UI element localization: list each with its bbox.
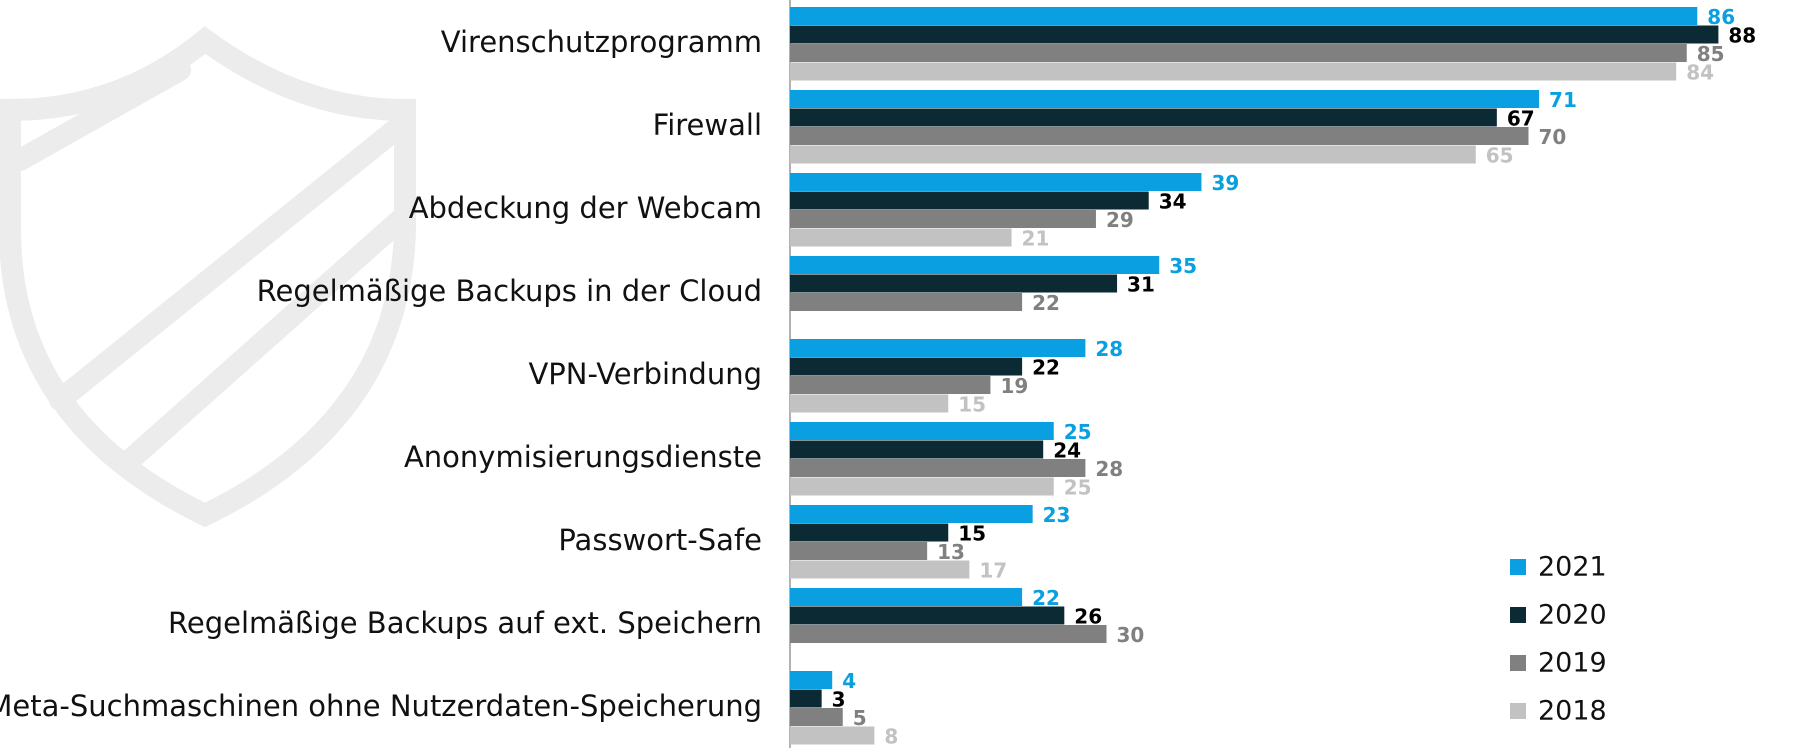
bar bbox=[790, 62, 1677, 81]
category-label: Anonymisierungsdienste bbox=[404, 440, 762, 474]
value-label: 22 bbox=[1032, 291, 1060, 315]
value-label: 70 bbox=[1539, 125, 1567, 149]
bar bbox=[790, 542, 928, 560]
bar bbox=[790, 689, 822, 708]
bar bbox=[790, 422, 1054, 440]
legend-label: 2020 bbox=[1538, 600, 1607, 631]
value-label: 21 bbox=[1022, 226, 1050, 250]
bar bbox=[790, 394, 949, 413]
value-label: 8 bbox=[884, 724, 898, 748]
value-label: 28 bbox=[1095, 337, 1123, 361]
value-label: 67 bbox=[1507, 106, 1535, 130]
value-label: 29 bbox=[1106, 208, 1134, 232]
value-label: 31 bbox=[1127, 272, 1155, 296]
category-label: Firewall bbox=[653, 108, 762, 142]
value-label: 19 bbox=[1000, 374, 1028, 398]
bar bbox=[790, 210, 1096, 228]
bar bbox=[790, 339, 1086, 357]
bar bbox=[790, 625, 1107, 643]
value-label: 13 bbox=[937, 540, 965, 564]
value-label: 65 bbox=[1486, 143, 1514, 167]
value-label: 35 bbox=[1169, 254, 1197, 278]
value-label: 30 bbox=[1117, 623, 1145, 647]
bar bbox=[790, 145, 1476, 164]
value-label: 34 bbox=[1159, 189, 1187, 213]
value-label: 15 bbox=[958, 521, 986, 545]
legend-label: 2018 bbox=[1538, 696, 1607, 727]
bar bbox=[790, 127, 1529, 145]
bar bbox=[790, 293, 1023, 311]
bar bbox=[790, 708, 843, 726]
value-label: 71 bbox=[1549, 88, 1577, 112]
value-label: 22 bbox=[1032, 355, 1060, 379]
value-label: 4 bbox=[842, 669, 856, 693]
bar bbox=[790, 459, 1086, 477]
bar bbox=[790, 523, 949, 542]
legend-label: 2019 bbox=[1538, 648, 1607, 679]
value-label: 26 bbox=[1074, 604, 1102, 628]
bar bbox=[790, 606, 1065, 625]
value-label: 86 bbox=[1707, 5, 1735, 29]
category-label: Virenschutzprogramm bbox=[441, 25, 762, 59]
bar bbox=[790, 376, 991, 394]
bar bbox=[790, 588, 1023, 606]
bar bbox=[790, 256, 1160, 274]
value-label: 3 bbox=[832, 687, 846, 711]
bar bbox=[790, 560, 970, 579]
bar bbox=[790, 477, 1054, 496]
bar bbox=[790, 191, 1149, 210]
category-label: Abdeckung der Webcam bbox=[409, 191, 762, 225]
legend-swatch bbox=[1510, 703, 1526, 719]
legend-swatch bbox=[1510, 607, 1526, 623]
bar bbox=[790, 440, 1044, 459]
bar bbox=[790, 505, 1033, 523]
bar bbox=[790, 7, 1698, 25]
bar bbox=[790, 274, 1118, 293]
bar bbox=[790, 90, 1540, 108]
value-label: 88 bbox=[1728, 23, 1756, 47]
bar bbox=[790, 671, 833, 689]
category-label: Meta-Suchmaschinen ohne Nutzerdaten-Spei… bbox=[0, 689, 762, 723]
value-label: 85 bbox=[1697, 42, 1725, 66]
value-label: 24 bbox=[1053, 438, 1081, 462]
bar bbox=[790, 357, 1023, 376]
legend-label: 2021 bbox=[1538, 552, 1607, 583]
value-label: 22 bbox=[1032, 586, 1060, 610]
bar bbox=[790, 228, 1012, 247]
shield-watermark bbox=[0, 26, 416, 528]
value-label: 28 bbox=[1095, 457, 1123, 481]
bar bbox=[790, 44, 1687, 62]
category-label: Regelmäßige Backups in der Cloud bbox=[257, 274, 762, 308]
value-label: 25 bbox=[1064, 475, 1092, 499]
value-label: 39 bbox=[1211, 171, 1239, 195]
bar bbox=[790, 173, 1202, 191]
bar bbox=[790, 726, 875, 745]
value-label: 84 bbox=[1686, 60, 1714, 84]
value-label: 25 bbox=[1064, 420, 1092, 444]
legend-swatch bbox=[1510, 655, 1526, 671]
category-label: VPN-Verbindung bbox=[528, 357, 762, 391]
value-label: 17 bbox=[979, 558, 1007, 582]
legend-swatch bbox=[1510, 559, 1526, 575]
value-label: 15 bbox=[958, 392, 986, 416]
category-label: Passwort-Safe bbox=[558, 523, 762, 557]
bar bbox=[790, 108, 1497, 127]
value-label: 5 bbox=[853, 706, 867, 730]
value-label: 23 bbox=[1043, 503, 1071, 527]
bar bbox=[790, 25, 1719, 44]
category-label: Regelmäßige Backups auf ext. Speichern bbox=[168, 606, 762, 640]
